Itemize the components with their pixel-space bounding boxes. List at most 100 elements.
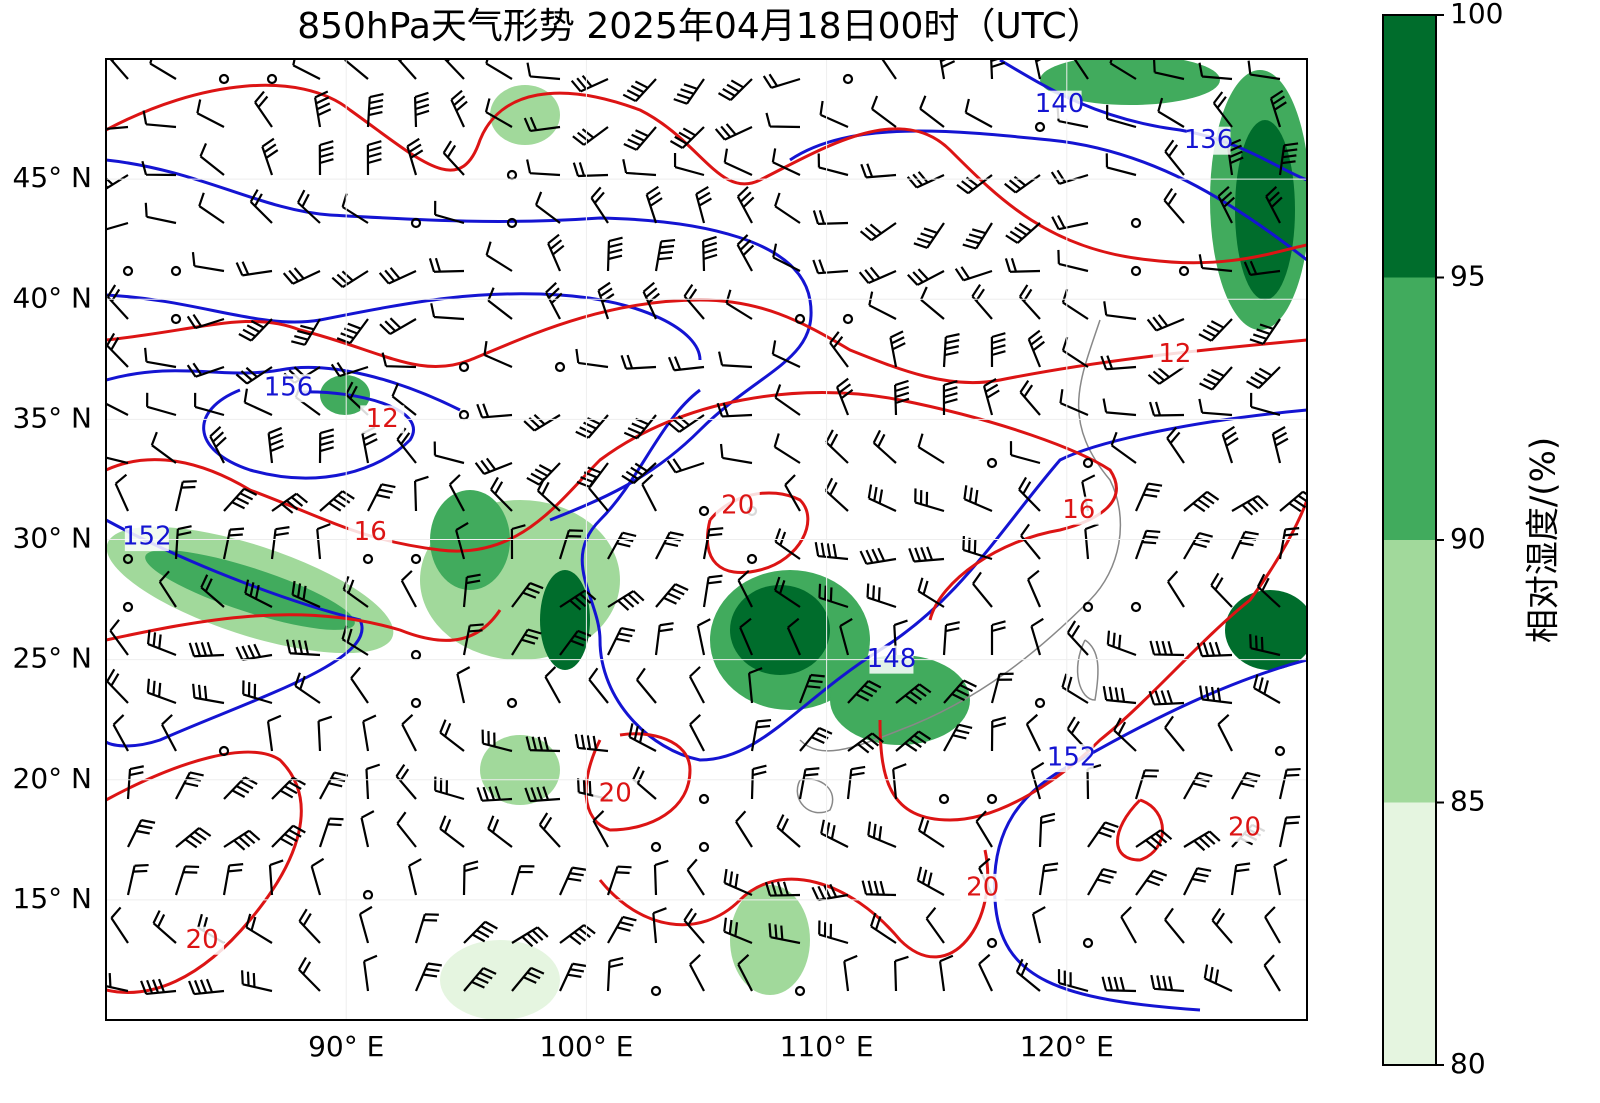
calm-wind bbox=[986, 793, 998, 805]
wind-barb bbox=[106, 332, 129, 368]
calm-wind bbox=[170, 313, 182, 325]
contour-label: 156 bbox=[264, 373, 314, 403]
wind-barb bbox=[443, 59, 465, 80]
wind-barb bbox=[343, 59, 369, 80]
wind-barb bbox=[1231, 494, 1269, 516]
contour-label: 152 bbox=[1047, 743, 1097, 773]
wind-barb bbox=[1183, 830, 1221, 852]
wind-barb bbox=[1210, 572, 1233, 608]
wind-barb bbox=[919, 286, 945, 320]
wind-barb bbox=[114, 473, 130, 512]
wind-barb bbox=[872, 429, 897, 464]
wind-barb bbox=[588, 667, 609, 704]
calm-wind bbox=[170, 265, 182, 277]
wind-barb bbox=[919, 95, 945, 128]
wind-barb bbox=[1217, 185, 1236, 224]
wind-barb bbox=[1243, 260, 1281, 276]
wind-barb bbox=[144, 347, 177, 369]
wind-barb bbox=[868, 291, 897, 320]
wind-barb bbox=[908, 546, 945, 563]
colorbar-level bbox=[1383, 802, 1436, 1065]
wind-barb bbox=[525, 736, 561, 753]
wind-barb bbox=[174, 480, 197, 512]
contour-label: 20 bbox=[599, 779, 632, 809]
wind-barb bbox=[1164, 139, 1185, 176]
wind-barb bbox=[106, 402, 129, 416]
wind-barb bbox=[655, 583, 689, 608]
wind-barb bbox=[319, 771, 349, 800]
wind-barb bbox=[1211, 908, 1233, 944]
wind-barb bbox=[1027, 329, 1045, 368]
wind-barb bbox=[106, 284, 129, 320]
wind-barb bbox=[1212, 91, 1233, 128]
wind-barb bbox=[673, 78, 705, 105]
wind-barb bbox=[971, 284, 993, 320]
wind-barb bbox=[362, 714, 377, 752]
wind-barb bbox=[1030, 761, 1045, 800]
wind-barb bbox=[606, 956, 624, 992]
wind-barb bbox=[209, 426, 227, 464]
wind-barb bbox=[434, 200, 465, 225]
wind-barb bbox=[1109, 59, 1137, 80]
wind-barb bbox=[144, 202, 177, 225]
wind-barb bbox=[653, 859, 669, 896]
wind-barb bbox=[455, 521, 469, 560]
wind-barbs bbox=[106, 59, 1307, 997]
wind-barb bbox=[620, 354, 657, 370]
wind-barb bbox=[367, 483, 396, 512]
wind-barb bbox=[271, 824, 306, 848]
wind-barb bbox=[590, 186, 609, 224]
wind-barb bbox=[1061, 673, 1089, 704]
map-body: 156 152 148 152 140 136 12 12 16 16 20 20 20 20 20 bbox=[106, 59, 1307, 1020]
wind-barb bbox=[238, 318, 273, 342]
wind-barb bbox=[188, 978, 225, 996]
wind-barb bbox=[523, 116, 561, 133]
wind-barb bbox=[1221, 425, 1239, 464]
contour-label: 20 bbox=[966, 872, 999, 902]
wind-barb bbox=[223, 829, 261, 851]
contour-label-bg bbox=[960, 873, 1005, 902]
wind-barb bbox=[654, 238, 676, 272]
wind-barb bbox=[330, 361, 369, 378]
coastline bbox=[796, 319, 1122, 814]
wind-barb bbox=[846, 765, 866, 800]
calm-wind bbox=[986, 937, 998, 949]
calm-wind bbox=[266, 73, 278, 85]
wind-barb bbox=[318, 140, 334, 176]
wind-barb bbox=[572, 126, 609, 146]
wind-barb bbox=[667, 356, 705, 372]
wind-barb bbox=[142, 110, 177, 129]
wind-barb bbox=[414, 962, 442, 992]
wind-barb bbox=[558, 866, 587, 896]
wind-barb bbox=[318, 428, 335, 464]
wind-barb bbox=[490, 476, 513, 512]
wind-barb bbox=[395, 763, 417, 800]
calm-wind bbox=[938, 793, 950, 805]
wind-barb bbox=[771, 148, 801, 176]
wind-barb bbox=[261, 137, 279, 176]
wind-barb bbox=[645, 185, 663, 224]
wind-barb bbox=[892, 763, 907, 800]
wind-barb bbox=[1263, 954, 1281, 992]
wind-barb bbox=[413, 475, 429, 512]
wind-barb bbox=[739, 617, 754, 656]
wind-barb bbox=[235, 366, 273, 385]
wind-barb bbox=[962, 535, 993, 561]
wind-barb bbox=[511, 966, 545, 992]
wind-barb bbox=[235, 643, 273, 661]
wind-barb bbox=[1084, 523, 1099, 560]
wind-barb bbox=[1183, 867, 1212, 896]
wind-barb bbox=[964, 98, 993, 128]
wind-barb bbox=[771, 340, 801, 368]
wind-barb bbox=[606, 865, 632, 896]
wind-barb bbox=[450, 89, 468, 128]
colorbar-tick-label: 80 bbox=[1450, 1047, 1486, 1080]
wind-barb bbox=[1135, 869, 1168, 896]
wind-barb bbox=[570, 75, 609, 93]
wind-barb bbox=[1100, 355, 1137, 371]
wind-barb bbox=[1279, 490, 1307, 513]
wind-barb bbox=[249, 189, 273, 224]
wind-barb bbox=[526, 159, 561, 177]
wind-barb bbox=[391, 383, 417, 416]
